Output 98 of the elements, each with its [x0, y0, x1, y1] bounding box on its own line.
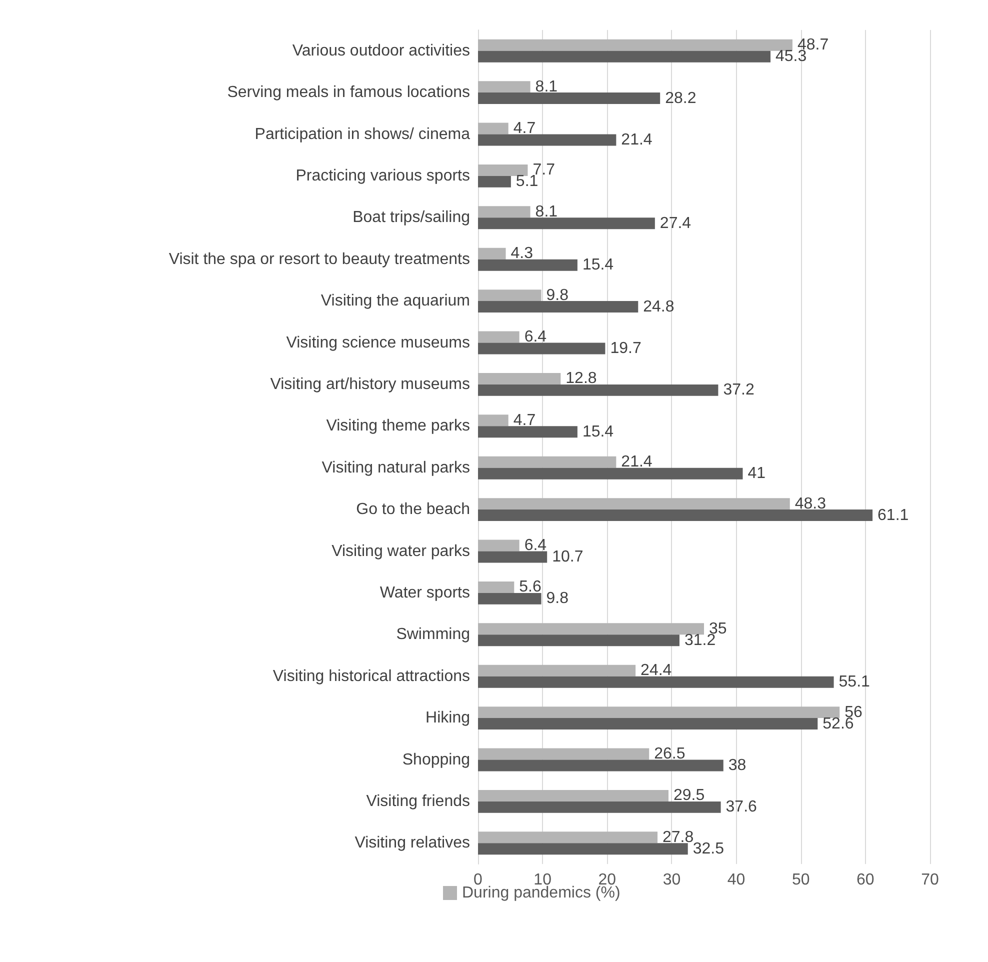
- bar: [478, 748, 650, 760]
- bar: [478, 50, 771, 62]
- x-tick-label: 50: [792, 872, 810, 888]
- data-label: 41: [748, 465, 766, 482]
- bar: [478, 634, 680, 646]
- data-label: 61.1: [878, 506, 909, 524]
- bar: [478, 301, 638, 313]
- bar: [478, 718, 818, 730]
- bar: [478, 706, 840, 718]
- bar: [478, 259, 578, 271]
- data-label: 21.4: [621, 454, 652, 471]
- data-label: 6.4: [524, 537, 547, 554]
- data-label: 27.4: [660, 214, 692, 232]
- data-label: 15.4: [582, 423, 614, 440]
- bar: [478, 592, 542, 604]
- data-label: 27.8: [662, 828, 694, 846]
- bar: [478, 664, 636, 676]
- bar: [478, 581, 514, 593]
- bar: [478, 92, 660, 104]
- data-label: 4.7: [513, 412, 536, 429]
- data-label: 5.6: [519, 578, 542, 596]
- bar: [478, 290, 542, 302]
- bar: [478, 39, 792, 51]
- y-tick-label: Visiting friends: [366, 792, 470, 810]
- bar: [478, 510, 873, 522]
- data-label: 4.3: [510, 245, 534, 262]
- data-label: 26.5: [654, 746, 686, 763]
- data-label: 15.4: [582, 256, 614, 274]
- data-label: 9.8: [546, 286, 569, 304]
- data-label: 32.5: [692, 840, 724, 858]
- data-label: 48.3: [794, 495, 826, 512]
- bar: [478, 623, 704, 635]
- y-tick-label: Swimming: [396, 626, 470, 644]
- y-tick-label: Visiting the aquarium: [320, 292, 470, 310]
- x-tick-label: 30: [662, 872, 681, 888]
- y-tick-label: Practicing various sports: [296, 167, 470, 184]
- x-tick-label: 70: [921, 872, 939, 888]
- data-label: 19.7: [610, 340, 642, 357]
- y-tick-label: Visit the spa or resort to beauty treatments: [168, 250, 470, 268]
- y-tick-label: Various outdoor activities: [292, 42, 470, 60]
- bar: [478, 456, 616, 468]
- bar: [478, 176, 511, 188]
- bar: [478, 760, 724, 772]
- y-tick-label: Visiting natural parks: [322, 459, 470, 476]
- y-tick-label: Visiting historical attractions: [272, 668, 470, 685]
- data-label: 10.7: [552, 548, 584, 566]
- bar: [478, 164, 528, 176]
- y-tick-label: Go to the beach: [356, 501, 470, 518]
- data-label: 55.1: [838, 674, 870, 691]
- data-label: 4.7: [513, 120, 536, 138]
- bar: [478, 414, 508, 426]
- y-tick-label: Visiting science museums: [286, 334, 470, 352]
- data-label: 8.1: [535, 78, 558, 96]
- data-label: 24.8: [643, 298, 674, 316]
- bar: [478, 426, 578, 438]
- bar: [478, 832, 658, 844]
- data-label: 9.8: [546, 590, 569, 608]
- y-tick-label: Hiking: [426, 710, 470, 727]
- y-tick-label: Participation in shows/ cinema: [254, 126, 470, 143]
- bar: [478, 372, 561, 384]
- y-tick-label: Boat trips/sailing: [352, 209, 470, 226]
- y-tick-label: Water sports: [380, 584, 470, 602]
- data-label: 24.4: [640, 662, 672, 680]
- bar: [478, 331, 520, 343]
- bar: [478, 551, 548, 563]
- y-tick-label: Visiting relatives: [354, 834, 470, 852]
- bar: [478, 384, 718, 396]
- y-tick-label: Shopping: [402, 751, 470, 768]
- y-tick-label: Visiting water parks: [332, 542, 470, 560]
- x-tick-label: 60: [856, 872, 874, 888]
- data-label: 28.2: [665, 90, 696, 107]
- y-tick-label: Visiting art/history museums: [270, 376, 470, 393]
- data-label: 5.1: [516, 173, 538, 190]
- y-tick-label: Serving meals in famous locations: [227, 84, 470, 102]
- bar: [478, 801, 721, 813]
- bar: [478, 342, 606, 354]
- x-tick-label: 40: [727, 872, 746, 888]
- bar: [478, 248, 506, 260]
- bar: [478, 81, 530, 93]
- bar: [478, 122, 508, 134]
- bar: [478, 843, 688, 855]
- bar: [478, 468, 743, 480]
- bar: [478, 206, 530, 218]
- data-label: 38: [728, 756, 746, 774]
- bar: [478, 498, 790, 510]
- bar: [478, 218, 655, 230]
- y-tick-label: Visiting theme parks: [326, 418, 470, 435]
- data-label: 37.6: [726, 798, 758, 816]
- bar: [478, 540, 520, 552]
- bar: [478, 676, 834, 688]
- data-label: 8.1: [535, 203, 558, 220]
- data-label: 21.4: [621, 131, 652, 148]
- data-label: 29.5: [673, 787, 705, 804]
- bar: [478, 134, 616, 146]
- data-label: 6.4: [524, 328, 547, 346]
- data-label: 12.8: [566, 370, 597, 388]
- bar: [478, 790, 668, 802]
- data-label: 37.2: [723, 382, 754, 399]
